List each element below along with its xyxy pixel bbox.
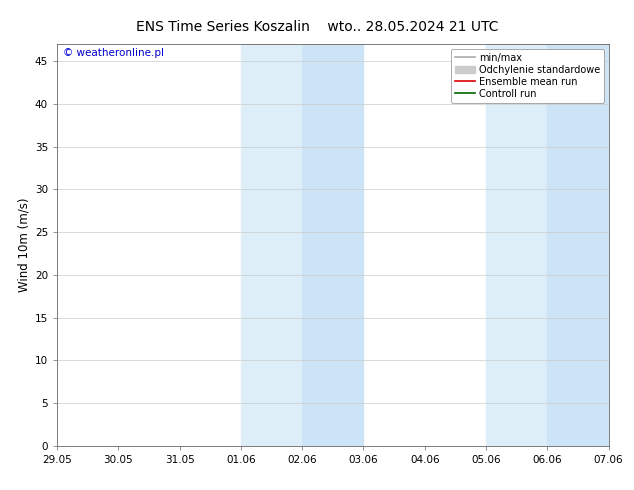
Bar [547,44,609,446]
Text: ENS Time Series Koszalin    wto.. 28.05.2024 21 UTC: ENS Time Series Koszalin wto.. 28.05.202… [136,20,498,34]
Legend: min/max, Odchylenie standardowe, Ensemble mean run, Controll run: min/max, Odchylenie standardowe, Ensembl… [451,49,604,102]
Text: © weatheronline.pl: © weatheronline.pl [63,48,164,58]
Y-axis label: Wind 10m (m/s): Wind 10m (m/s) [18,198,30,292]
Bar [302,44,363,446]
Bar [486,44,547,446]
Bar [241,44,302,446]
